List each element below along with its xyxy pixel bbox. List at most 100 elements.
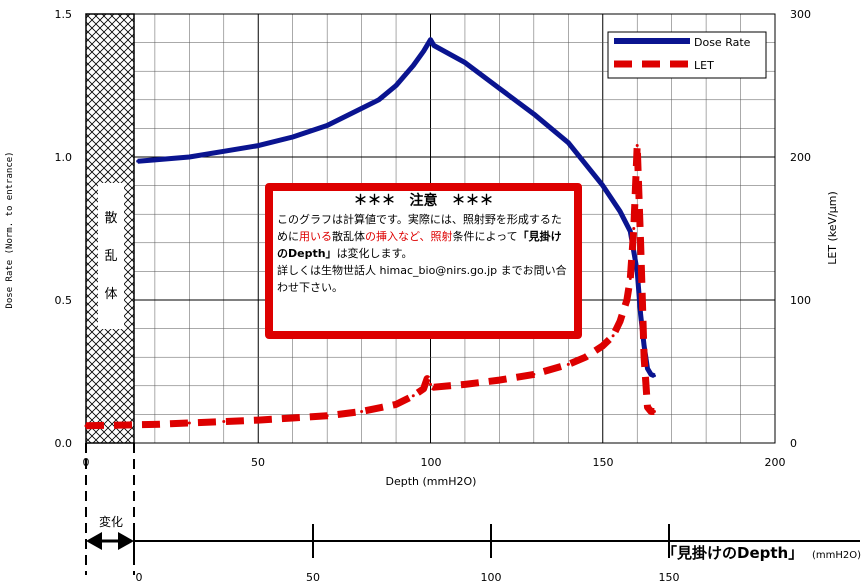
notice-title: ＊＊＊ 注意 ＊＊＊ bbox=[353, 193, 494, 209]
let-point-24 bbox=[628, 277, 632, 281]
dose-point-7 bbox=[360, 106, 364, 110]
let-point-8 bbox=[360, 410, 364, 414]
let-point-29 bbox=[646, 405, 650, 409]
let-point-16 bbox=[497, 378, 501, 382]
let-line bbox=[85, 142, 655, 430]
let-point-18 bbox=[566, 362, 570, 366]
y-left-tick-0: 0.0 bbox=[55, 437, 73, 450]
let-point-0 bbox=[84, 424, 88, 428]
change-label: 変化 bbox=[99, 514, 123, 529]
dose-point-19 bbox=[618, 209, 622, 213]
apparent-depth-axis: 0 50 100 150 変化 「見掛けのDepth」 (mmH2O) bbox=[85, 443, 861, 584]
dose-point-14 bbox=[463, 61, 467, 65]
notice-red-2: の挿入など、照射 bbox=[365, 230, 453, 243]
dose-point-21 bbox=[635, 269, 639, 273]
let-point-28 bbox=[642, 355, 646, 359]
let-point-5 bbox=[256, 418, 260, 422]
dose-point-9 bbox=[394, 84, 398, 87]
let-point-11 bbox=[422, 387, 426, 391]
dose-point-23 bbox=[642, 344, 646, 348]
y-right-tick-0: 0 bbox=[790, 437, 797, 450]
y-right-tick-300: 300 bbox=[790, 8, 811, 21]
plot-border bbox=[85, 13, 776, 444]
dose-point-18 bbox=[601, 184, 605, 188]
change-arrow-right-head bbox=[118, 532, 134, 550]
dose-point-3 bbox=[222, 149, 226, 153]
dose-point-17 bbox=[566, 141, 570, 145]
scatterer-label-bg bbox=[98, 183, 124, 329]
dose-point-0 bbox=[136, 159, 140, 163]
notice-text-3: 条件によって bbox=[452, 230, 518, 243]
dose-point-16 bbox=[532, 112, 536, 116]
notice-bold-depth: 「見掛けのDepth」 bbox=[277, 230, 562, 260]
let-point-4 bbox=[222, 420, 226, 424]
y-left-tick-1.0: 1.0 bbox=[55, 151, 73, 164]
y-left-tick-0.5: 0.5 bbox=[55, 294, 73, 307]
dose-point-22 bbox=[639, 312, 643, 316]
apparent-tick-label-100: 100 bbox=[481, 571, 502, 584]
let-point-1 bbox=[118, 423, 122, 427]
change-arrow-left-head bbox=[86, 532, 102, 550]
dose-point-8 bbox=[377, 98, 381, 102]
series-layer bbox=[84, 37, 656, 430]
dose-point-12 bbox=[429, 38, 432, 42]
apparent-depth-label: 「見掛けのDepth」 bbox=[662, 544, 803, 562]
notice-text-2: 散乱体 bbox=[332, 230, 365, 243]
x-tick-200: 200 bbox=[765, 456, 786, 469]
dose-point-2 bbox=[187, 155, 191, 159]
let-point-6 bbox=[291, 416, 295, 420]
let-point-12 bbox=[425, 377, 429, 381]
y-right-tick-100: 100 bbox=[790, 294, 811, 307]
apparent-tick-label-50: 50 bbox=[306, 571, 320, 584]
scatterer-char-3: 体 bbox=[104, 287, 117, 302]
dose-point-24 bbox=[646, 367, 650, 371]
dose-point-10 bbox=[411, 63, 415, 67]
dose-point-25 bbox=[649, 372, 653, 376]
notice-red-1: 用いる bbox=[299, 230, 332, 243]
apparent-tick-label-150: 150 bbox=[659, 571, 680, 584]
legend: Dose Rate LET bbox=[607, 31, 767, 79]
dose-point-11 bbox=[422, 49, 426, 53]
notice-text-1: このグラフは計算値です。実際には、照射野を形成するために bbox=[277, 213, 562, 243]
apparent-tick-label-0: 0 bbox=[136, 571, 143, 584]
scatterer-char-2: 乱 bbox=[104, 249, 117, 264]
y-right-tick-200: 200 bbox=[790, 151, 811, 164]
let-point-17 bbox=[532, 372, 536, 376]
dose-point-6 bbox=[325, 124, 329, 128]
x-tick-100: 100 bbox=[421, 456, 442, 469]
notice-body: このグラフは計算値です。実際には、照射野を形成するために用いる散乱体の挿入など、… bbox=[277, 211, 570, 296]
x-tick-50: 50 bbox=[251, 456, 265, 469]
let-point-22 bbox=[618, 319, 622, 323]
notice-text-4: は変化します。 bbox=[336, 247, 413, 260]
let-point-3 bbox=[187, 421, 191, 425]
let-point-27 bbox=[639, 241, 643, 245]
dose-point-26 bbox=[652, 374, 656, 378]
y-right-axis-title: LET (keV/μm) bbox=[826, 191, 839, 265]
let-point-10 bbox=[411, 394, 415, 398]
dose-point-15 bbox=[497, 86, 501, 90]
x-tick-150: 150 bbox=[593, 456, 614, 469]
dose-point-5 bbox=[291, 135, 295, 139]
scatterer-char-1: 散 bbox=[104, 211, 117, 226]
let-point-30 bbox=[649, 410, 653, 414]
let-point-21 bbox=[611, 334, 615, 338]
dose-point-4 bbox=[256, 144, 260, 148]
let-point-26 bbox=[635, 144, 639, 148]
let-point-19 bbox=[584, 355, 588, 359]
notice-contact: 詳しくは生物世話人 himac_bio@nirs.go.jp までお問い合わせ下… bbox=[277, 264, 567, 294]
notice-box: ＊＊＊ 注意 ＊＊＊ このグラフは計算値です。実際には、照射野を形成するために用… bbox=[265, 183, 582, 339]
legend-let-label: LET bbox=[694, 59, 714, 72]
dose-point-13 bbox=[432, 43, 436, 47]
let-point-7 bbox=[325, 414, 329, 418]
apparent-depth-unit: (mmH2O) bbox=[812, 550, 861, 561]
tick-labels: 0 50 100 150 200 0.0 0.5 1.0 1.5 0 100 2… bbox=[55, 8, 812, 469]
let-point-13 bbox=[429, 382, 432, 386]
let-point-15 bbox=[463, 382, 467, 386]
y-left-axis-title: Dose Rate (Norm. to entrance) bbox=[5, 151, 15, 308]
x-axis-title: Depth (mmH2O) bbox=[386, 475, 477, 488]
let-point-14 bbox=[432, 385, 436, 389]
let-point-2 bbox=[153, 422, 157, 426]
let-point-31 bbox=[652, 410, 656, 414]
let-point-20 bbox=[601, 344, 605, 348]
